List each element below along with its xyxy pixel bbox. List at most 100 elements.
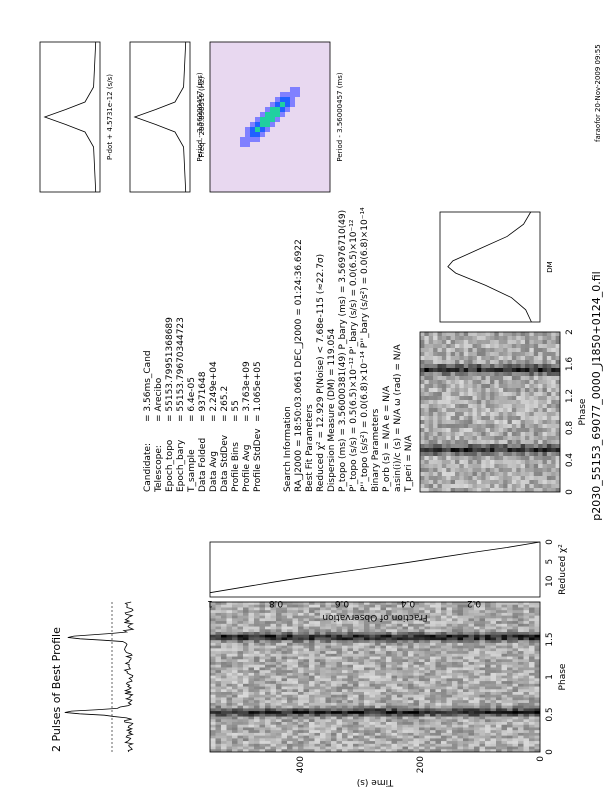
heatmap-cell (309, 604, 315, 608)
subband-cell (450, 407, 456, 412)
pp-cell (230, 96, 236, 102)
subband-cell (468, 483, 473, 488)
heatmap-cell (248, 697, 255, 701)
subband-cell (481, 355, 486, 360)
heatmap-cell (281, 680, 288, 684)
subband-cell (533, 467, 539, 472)
heatmap-cell (529, 729, 535, 733)
heatmap-cell (254, 658, 260, 662)
heatmap-cell (501, 675, 508, 679)
heatmap-cell (281, 604, 288, 608)
heatmap-cell (364, 653, 370, 657)
heatmap-cell (463, 639, 469, 643)
heatmap-cell (485, 607, 491, 611)
heatmap-cell (523, 713, 530, 717)
heatmap-cell (325, 653, 332, 657)
subband-cell (490, 463, 495, 468)
heatmap-cell (364, 648, 370, 652)
heatmap-cell (402, 727, 409, 731)
subband-cell (455, 343, 460, 348)
heatmap-cell (402, 604, 409, 608)
heatmap-cell (380, 680, 387, 684)
heatmap-cell (413, 645, 420, 649)
pp-cell (255, 151, 261, 157)
heatmap-cell (430, 702, 436, 706)
heatmap-cell (485, 727, 491, 731)
heatmap-cell (490, 694, 497, 698)
heatmap-cell (369, 743, 376, 747)
heatmap-cell (314, 620, 321, 624)
subband-cell (472, 447, 478, 452)
heatmap-cell (402, 697, 409, 701)
heatmap-cell (248, 724, 255, 728)
heatmap-cell (364, 678, 370, 682)
subband-cell (516, 391, 521, 396)
subband-cell (516, 399, 521, 404)
heatmap-cell (303, 618, 310, 622)
pp-cell (250, 181, 256, 187)
heatmap-cell (336, 702, 343, 706)
heatmap-cell (463, 683, 469, 687)
subband-cell (516, 475, 521, 480)
heatmap-cell (391, 743, 398, 747)
heatmap-cell (331, 729, 337, 733)
heatmap-cell (496, 664, 502, 668)
subband-cell (503, 379, 508, 384)
heatmap-cell (507, 694, 513, 698)
heatmap-cell (501, 642, 508, 646)
heatmap-cell (265, 729, 271, 733)
heatmap-cell (529, 683, 535, 687)
heatmap-cell (386, 729, 392, 733)
subband-cell (424, 431, 430, 436)
heatmap-cell (347, 615, 354, 619)
heatmap-cell (463, 724, 469, 728)
subband-cell (529, 347, 535, 352)
subband-cell (455, 459, 460, 464)
heatmap-cell (232, 688, 238, 692)
heatmap-cell (479, 699, 486, 703)
heatmap-cell (512, 735, 519, 739)
heatmap-cell (276, 639, 282, 643)
pp-cell (260, 166, 266, 172)
heatmap-cell (342, 686, 348, 690)
heatmap-cell (243, 653, 249, 657)
heatmap-cell (215, 601, 222, 605)
subband-cell (476, 483, 482, 488)
heatmap-cell (463, 601, 469, 605)
pp-cell (240, 61, 246, 67)
heatmap-cell (347, 658, 354, 662)
heatmap-cell (386, 637, 392, 641)
heatmap-cell (430, 634, 436, 638)
chi2-period-chart (133, 41, 187, 193)
heatmap-cell (369, 626, 376, 630)
subband-cell (459, 375, 465, 380)
heatmap-cell (457, 738, 464, 742)
pp-cell (245, 156, 251, 162)
subband-cell (459, 351, 465, 356)
pp-cell (220, 106, 226, 112)
heatmap-cell (523, 727, 530, 731)
subband-cell (551, 451, 556, 456)
heatmap-cell (529, 642, 535, 646)
heatmap-cell (463, 667, 469, 671)
subband-cell (468, 347, 473, 352)
heatmap-cell (303, 727, 310, 731)
heatmap-cell (529, 645, 535, 649)
heatmap-cell (446, 645, 453, 649)
pp-cell (240, 116, 246, 122)
heatmap-cell (507, 738, 513, 742)
heatmap-cell (463, 645, 469, 649)
heatmap-cell (446, 702, 453, 706)
heatmap-cell (336, 637, 343, 641)
tick-label: 10 (545, 575, 555, 587)
heatmap-cell (325, 639, 332, 643)
heatmap-cell (463, 618, 469, 622)
subband-cell (450, 423, 456, 428)
heatmap-cell (463, 732, 469, 736)
heatmap-cell (314, 650, 321, 654)
heatmap-cell (265, 713, 271, 717)
heatmap-cell (501, 713, 508, 717)
heatmap-cell (226, 697, 233, 701)
heatmap-cell (303, 705, 310, 709)
subband-cell (424, 359, 430, 364)
